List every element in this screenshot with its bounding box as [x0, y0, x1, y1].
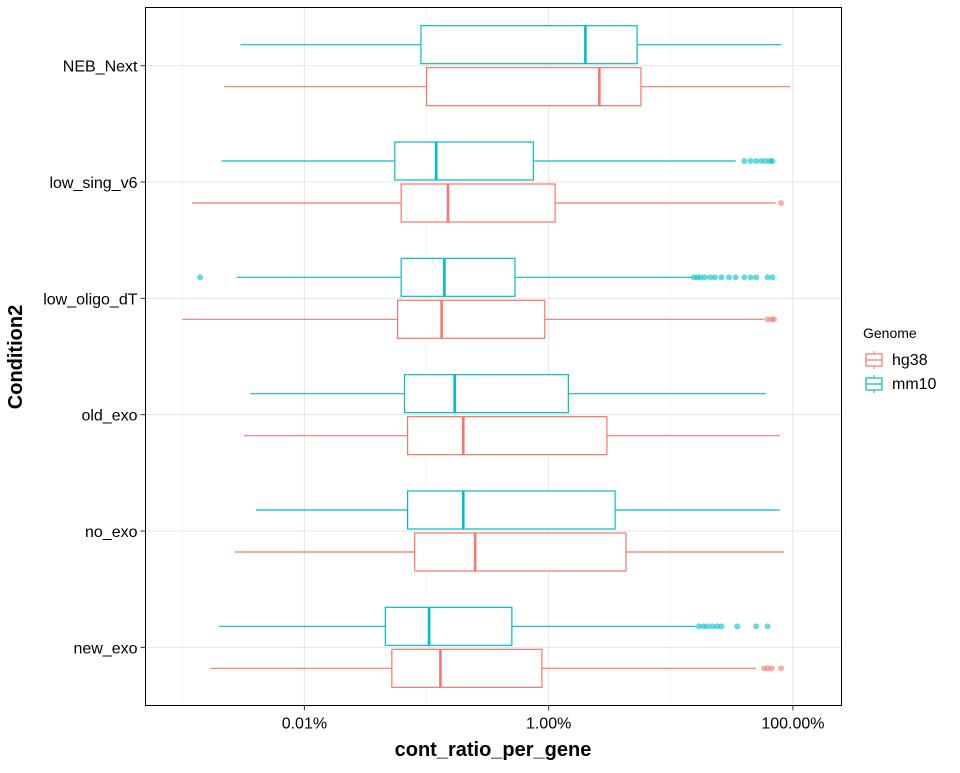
outlier-point — [700, 623, 707, 630]
iqr-box — [407, 490, 616, 530]
outlier-point — [753, 158, 760, 164]
outlier-point — [709, 623, 716, 630]
outlier-point — [778, 665, 785, 672]
box-mm10-new_exo — [219, 606, 771, 646]
x-tick-label: 1.00% — [526, 716, 571, 733]
outlier-point — [762, 158, 769, 164]
box-mm10-low_oligo_dT — [197, 257, 776, 297]
y-tick-label: low_oligo_dT — [43, 291, 138, 308]
iqr-box — [400, 257, 516, 297]
outlier-point — [697, 274, 704, 281]
box-hg38-no_exo — [234, 532, 785, 572]
outlier-point — [718, 623, 725, 630]
box-hg38-low_oligo_dT — [182, 299, 777, 339]
outlier-point — [753, 274, 760, 281]
legend-title: Genome — [863, 325, 917, 341]
box-mm10-low_sing_v6 — [221, 141, 776, 181]
outlier-point — [764, 623, 771, 630]
iqr-box — [400, 183, 556, 223]
iqr-box — [397, 299, 546, 339]
outlier-point — [714, 623, 721, 630]
y-tick-label: NEB_Next — [63, 59, 138, 76]
outlier-point — [764, 274, 771, 281]
outlier-point — [711, 274, 718, 281]
x-tick-label: 0.01% — [282, 716, 327, 733]
outlier-point — [769, 158, 776, 164]
iqr-box — [414, 532, 627, 572]
outlier-point — [704, 623, 711, 630]
outlier-point — [747, 158, 754, 164]
legend-item-mm10: mm10 — [865, 375, 937, 393]
x-tick-label: 100.00% — [761, 716, 824, 733]
plot-panel-border — [145, 7, 842, 706]
outlier-point — [770, 316, 777, 323]
outlier-point — [197, 274, 204, 281]
outlier-point — [726, 274, 733, 281]
outlier-point — [732, 274, 739, 281]
outlier-point — [747, 274, 754, 281]
legend: Genome hg38 mm10 — [863, 325, 937, 393]
box-mm10-NEB_Next — [240, 25, 782, 65]
outlier-point — [741, 274, 748, 281]
box-mm10-no_exo — [255, 490, 780, 530]
iqr-box — [391, 648, 543, 688]
box-hg38-low_sing_v6 — [191, 183, 785, 223]
y-tick-label: low_sing_v6 — [49, 175, 137, 192]
outlier-point — [778, 200, 785, 206]
legend-label: hg38 — [892, 352, 928, 369]
outlier-point — [758, 158, 765, 164]
iqr-box — [407, 416, 608, 456]
iqr-box — [420, 25, 638, 65]
box-mm10-old_exo — [250, 374, 766, 414]
outlier-point — [695, 623, 702, 630]
legend-item-hg38: hg38 — [865, 351, 928, 369]
x-axis-title: cont_ratio_per_gene — [395, 739, 592, 761]
outlier-point — [768, 665, 775, 672]
outlier-point — [718, 274, 725, 281]
outlier-point — [764, 316, 771, 323]
iqr-box — [425, 67, 642, 107]
outlier-point — [764, 665, 771, 672]
box-hg38-NEB_Next — [224, 67, 791, 107]
legend-label: mm10 — [892, 376, 937, 393]
box-hg38-old_exo — [243, 416, 780, 456]
outlier-point — [707, 274, 714, 281]
y-tick-label: no_exo — [85, 524, 138, 541]
iqr-box — [394, 141, 534, 181]
iqr-box — [384, 606, 513, 646]
box-hg38-new_exo — [210, 648, 785, 688]
outlier-point — [769, 274, 776, 281]
y-axis-title: Condition2 — [5, 305, 27, 409]
y-tick-label: new_exo — [73, 640, 137, 657]
outlier-point — [734, 623, 741, 630]
outlier-point — [753, 623, 760, 630]
iqr-box — [403, 374, 569, 414]
outlier-point — [741, 158, 748, 164]
y-tick-label: old_exo — [81, 408, 137, 425]
outlier-point — [701, 274, 708, 281]
